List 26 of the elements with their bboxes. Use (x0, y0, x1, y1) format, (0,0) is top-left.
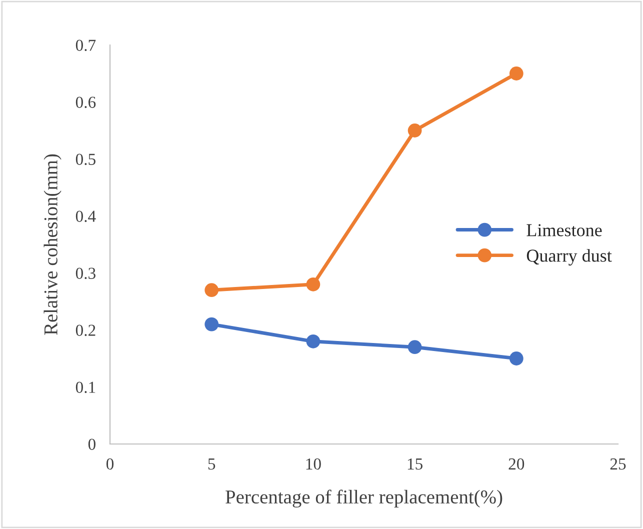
point (408, 340, 422, 354)
y-axis-title: Relative cohesion(mm) (44, 154, 62, 335)
y-tick-label: 0.1 (76, 382, 96, 394)
point (204, 317, 219, 332)
point (509, 66, 524, 80)
point (509, 352, 524, 366)
y-tick-label: 0.7 (76, 40, 96, 52)
y-tick-label: 0.6 (76, 96, 96, 108)
x-tick-label: 15 (408, 458, 422, 470)
y-tick-label: 0.3 (76, 268, 96, 280)
legend-label: Limestone (526, 224, 602, 236)
point (306, 277, 320, 292)
point (204, 283, 219, 298)
y-tick-label: 0 (88, 438, 96, 450)
point (408, 124, 422, 138)
x-tick-label: 5 (208, 458, 216, 470)
x-tick-label: 10 (306, 458, 321, 470)
x-tick-label: 0 (106, 458, 114, 470)
y-tick-label: 0.4 (76, 210, 96, 222)
y-tick-label: 0.5 (76, 154, 96, 166)
y-tick-label: 0.2 (76, 324, 96, 336)
x-tick-label: 20 (508, 458, 524, 470)
legend-label: Quarry dust (526, 249, 612, 266)
x-tick-label: 25 (610, 458, 626, 470)
point (306, 334, 320, 348)
x-axis-title: Percentage of filler replacement(%) (226, 490, 502, 508)
